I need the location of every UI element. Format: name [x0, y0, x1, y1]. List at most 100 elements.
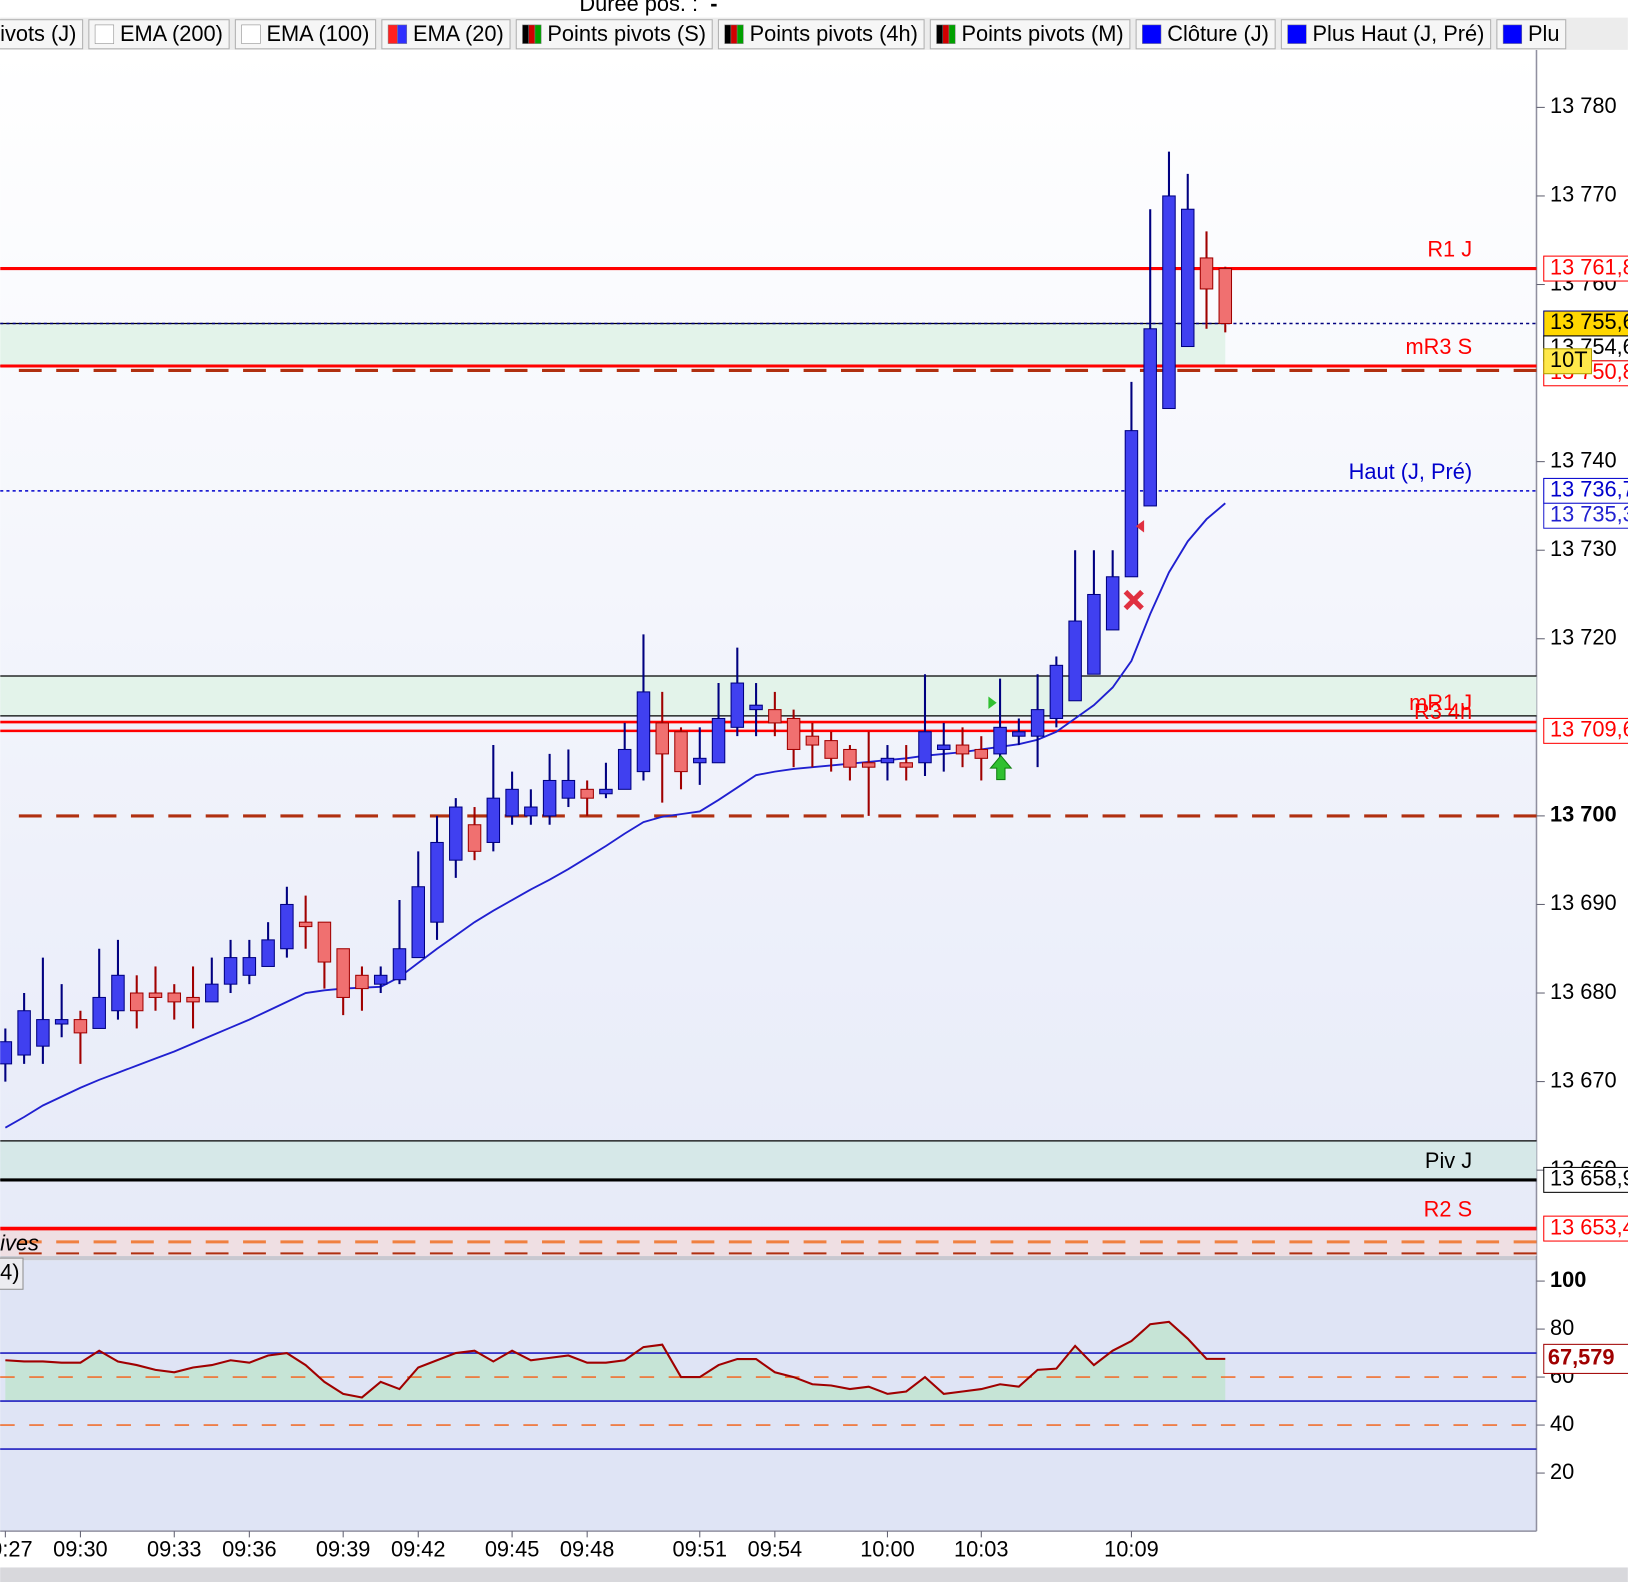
- legend-label: Points pivots (S): [547, 21, 706, 46]
- candle-body: [411, 886, 425, 959]
- toolbar: ivots (J) EMA (200) EMA (100) EMA (20) Point…: [0, 17, 1628, 50]
- x-tick-label: 09:30: [53, 1537, 108, 1562]
- candle-body: [617, 748, 632, 790]
- legend-frame: [1280, 19, 1492, 50]
- rsi-line: [5, 1320, 1226, 1399]
- level-label: Piv J: [1425, 1148, 1472, 1173]
- level-label: R3 4h: [1414, 699, 1472, 724]
- y-tick-label: 13 680: [1550, 979, 1617, 1004]
- candle-body: [430, 841, 444, 923]
- x-tick-label: 09:51: [673, 1537, 728, 1562]
- candle-body: [1068, 620, 1082, 702]
- candle-body: [955, 744, 970, 755]
- candle-body: [1124, 430, 1139, 578]
- candle-body: [1218, 268, 1233, 325]
- price-plot: R1 J mR3 S Haut (J, Pré) mR1 JR3 4h Piv J R2 …: [0, 151, 1537, 1257]
- legend-frame: [929, 19, 1131, 50]
- candle-body: [561, 779, 576, 799]
- candle-body: [317, 921, 332, 963]
- entry-arrow: [989, 754, 1013, 781]
- legend-label: EMA (100): [267, 21, 370, 46]
- legend-item: Points pivots (S): [515, 19, 713, 50]
- legend-frame: [1135, 19, 1276, 50]
- legend-item: EMA (200): [88, 19, 230, 50]
- candle-body: [880, 757, 895, 764]
- candle-body: [355, 974, 369, 990]
- y-tick-label: 100: [1550, 1267, 1586, 1292]
- level-label: R1 J: [1427, 237, 1472, 262]
- candle-body: [1087, 593, 1101, 675]
- y-tick-label: 80: [1550, 1315, 1574, 1340]
- header-bar: [0, 0, 1628, 18]
- value-box-label: 67,579: [1548, 1345, 1615, 1370]
- x-tick-label: 10:09: [1104, 1537, 1159, 1562]
- legend-label: EMA (200): [120, 21, 223, 46]
- candle-body: [54, 1019, 69, 1025]
- legend-swatch: [397, 24, 408, 44]
- candle-body: [599, 788, 613, 795]
- legend-label: Clôture (J): [1167, 21, 1269, 46]
- legend-swatch: [1502, 24, 1523, 44]
- x-tick-label: 09:39: [316, 1537, 371, 1562]
- value-box: [1543, 1215, 1628, 1242]
- value-box: [1543, 255, 1628, 282]
- value-box: [1543, 477, 1628, 504]
- candle-body: [148, 992, 163, 998]
- candle-body: [486, 797, 501, 843]
- x-tick-label: 09:48: [560, 1537, 615, 1562]
- header-value: -: [710, 0, 717, 16]
- value-box-label: 13 755,6: [1550, 309, 1628, 334]
- level-label: R2 S: [1424, 1197, 1472, 1222]
- legend-item: EMA (100): [234, 19, 377, 50]
- candle-body: [843, 748, 857, 768]
- ema-line: [4, 502, 1226, 1129]
- legend-label: Plus Haut (J, Pré): [1313, 21, 1485, 46]
- candle-body: [280, 903, 294, 950]
- candle-body: [937, 744, 951, 750]
- value-box: [1543, 1343, 1628, 1374]
- candle-body: [223, 957, 238, 985]
- level-label: mR1 J: [1409, 690, 1472, 715]
- candle-body: [542, 779, 557, 817]
- candle-body: [768, 709, 782, 724]
- candle-body: [1012, 731, 1026, 737]
- legend-item: Plu: [1496, 19, 1567, 50]
- period-badge: [1543, 348, 1593, 375]
- candle-body: [73, 1019, 88, 1034]
- y-tick-label: 13 700: [1550, 802, 1617, 827]
- candle-body: [167, 992, 182, 1003]
- candle-body: [205, 983, 219, 1003]
- legend-frame: [0, 19, 84, 50]
- legend-item: Clôture (J): [1135, 19, 1276, 50]
- legend-frame: [515, 19, 713, 50]
- signal-triangle: [988, 696, 997, 709]
- candle-body: [730, 682, 745, 728]
- legend-swatch: [241, 24, 261, 44]
- legend-swatch: [936, 24, 944, 44]
- candle-body: [711, 717, 726, 764]
- legend-label: Points pivots (M): [961, 21, 1123, 46]
- legend-swatch: [724, 24, 732, 44]
- candle-body: [298, 921, 313, 928]
- legend-item: ivots (J): [0, 19, 84, 50]
- candle-body: [993, 726, 1007, 755]
- candle-body: [786, 717, 801, 750]
- candle-body: [242, 957, 257, 976]
- candle-body: [186, 996, 200, 1003]
- candle-body: [261, 939, 275, 967]
- candle-body: [129, 992, 144, 1012]
- candle-body: [392, 948, 407, 981]
- legend-label: ivots (J): [0, 21, 76, 46]
- candle-body: [373, 974, 388, 985]
- candle-body: [1143, 328, 1157, 507]
- candle-body: [467, 824, 482, 852]
- legend-item: Plus Haut (J, Pré): [1280, 19, 1492, 50]
- x-tick-label: 10:00: [860, 1537, 915, 1562]
- value-box-label: 13 658,9: [1550, 1166, 1628, 1191]
- candle-body: [0, 1041, 13, 1065]
- candle-body: [805, 735, 820, 746]
- candle-body: [1049, 664, 1064, 719]
